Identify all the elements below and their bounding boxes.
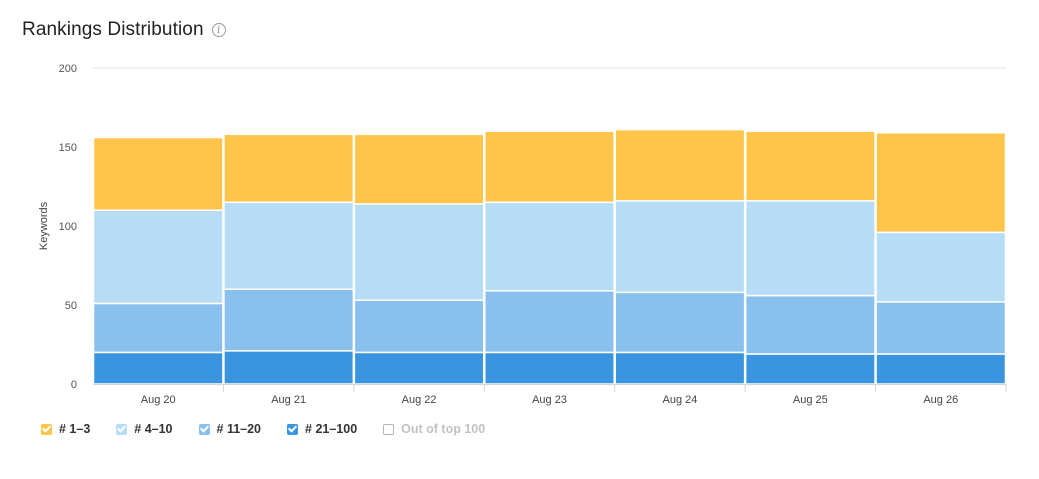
info-icon[interactable]: i (211, 23, 226, 37)
bar-segment[interactable] (875, 353, 1007, 385)
legend-label: Out of top 100 (401, 422, 486, 436)
chart-legend: # 1–3 # 4–10 # 11–20 # 21–100 Out of top 100 (41, 422, 511, 436)
legend-item[interactable]: Out of top 100 (383, 422, 485, 436)
bar-segment[interactable] (875, 231, 1007, 303)
x-tick-label: Aug 23 (532, 394, 567, 406)
bar-segment[interactable] (614, 199, 746, 294)
legend-checkbox[interactable] (383, 423, 395, 435)
bar-segment[interactable] (223, 288, 355, 352)
x-tick-label: Aug 21 (271, 394, 306, 406)
x-tick-label: Aug 22 (402, 394, 437, 406)
y-axis-title: Keywords (38, 201, 50, 250)
y-axis-ticks: 0 50 100 150 200 (59, 63, 77, 391)
chart-header: Rankings Distribution i (22, 19, 226, 41)
bar-segment[interactable] (744, 130, 876, 202)
legend-checkbox[interactable] (287, 423, 299, 435)
bar-segment[interactable] (875, 301, 1007, 355)
chart-title: Rankings Distribution (22, 19, 204, 40)
bar-segment[interactable] (223, 350, 355, 385)
bar-segment[interactable] (92, 302, 224, 354)
legend-checkbox[interactable] (41, 423, 52, 435)
legend-item[interactable]: # 11–20 (198, 422, 262, 436)
bar-segment[interactable] (484, 130, 615, 204)
bar-segment[interactable] (614, 291, 746, 354)
legend-item[interactable]: # 1–3 (41, 422, 90, 436)
y-tick-label: 150 (59, 142, 77, 154)
bar-segment[interactable] (484, 201, 615, 292)
legend-label: # 4–10 (134, 422, 173, 436)
bar-segment[interactable] (353, 133, 485, 205)
bar-segment[interactable] (875, 132, 1007, 234)
bar-segment[interactable] (92, 209, 224, 305)
bar-segment[interactable] (484, 351, 615, 385)
x-tick-label: Aug 24 (662, 394, 697, 406)
bar-segment[interactable] (614, 351, 746, 385)
bar-segment[interactable] (223, 201, 355, 290)
bar-segment[interactable] (484, 290, 615, 354)
bar-segment[interactable] (744, 353, 876, 385)
legend-label: # 1–3 (59, 422, 91, 436)
x-axis-ticks: Aug 20 Aug 21 Aug 22 Aug 23 Aug 24 Aug 25 Aug … (93, 384, 1007, 406)
bar-segment[interactable] (223, 133, 355, 204)
bar-segment[interactable] (744, 294, 876, 355)
legend-label: # 11–20 (216, 422, 262, 436)
x-tick-label: Aug 20 (141, 394, 176, 406)
bar-segment[interactable] (92, 351, 224, 385)
legend-item[interactable]: # 4–10 (116, 422, 173, 436)
legend-label: # 21–100 (305, 422, 358, 436)
y-tick-label: 100 (59, 221, 77, 233)
bar-segment[interactable] (353, 351, 485, 385)
legend-checkbox[interactable] (198, 423, 210, 435)
x-tick-label: Aug 26 (923, 394, 958, 406)
x-tick-label: Aug 25 (793, 394, 828, 406)
bar-segment[interactable] (353, 203, 485, 302)
y-tick-label: 200 (59, 63, 77, 75)
legend-checkbox[interactable] (116, 423, 128, 435)
y-tick-label: 50 (65, 300, 77, 312)
bar-segment[interactable] (614, 128, 746, 202)
y-tick-label: 0 (71, 379, 77, 391)
legend-item[interactable]: # 21–100 (287, 422, 357, 436)
chart-bars (92, 128, 1007, 385)
bar-segment[interactable] (744, 199, 876, 297)
bar-segment[interactable] (92, 136, 224, 211)
bar-segment[interactable] (353, 299, 485, 354)
